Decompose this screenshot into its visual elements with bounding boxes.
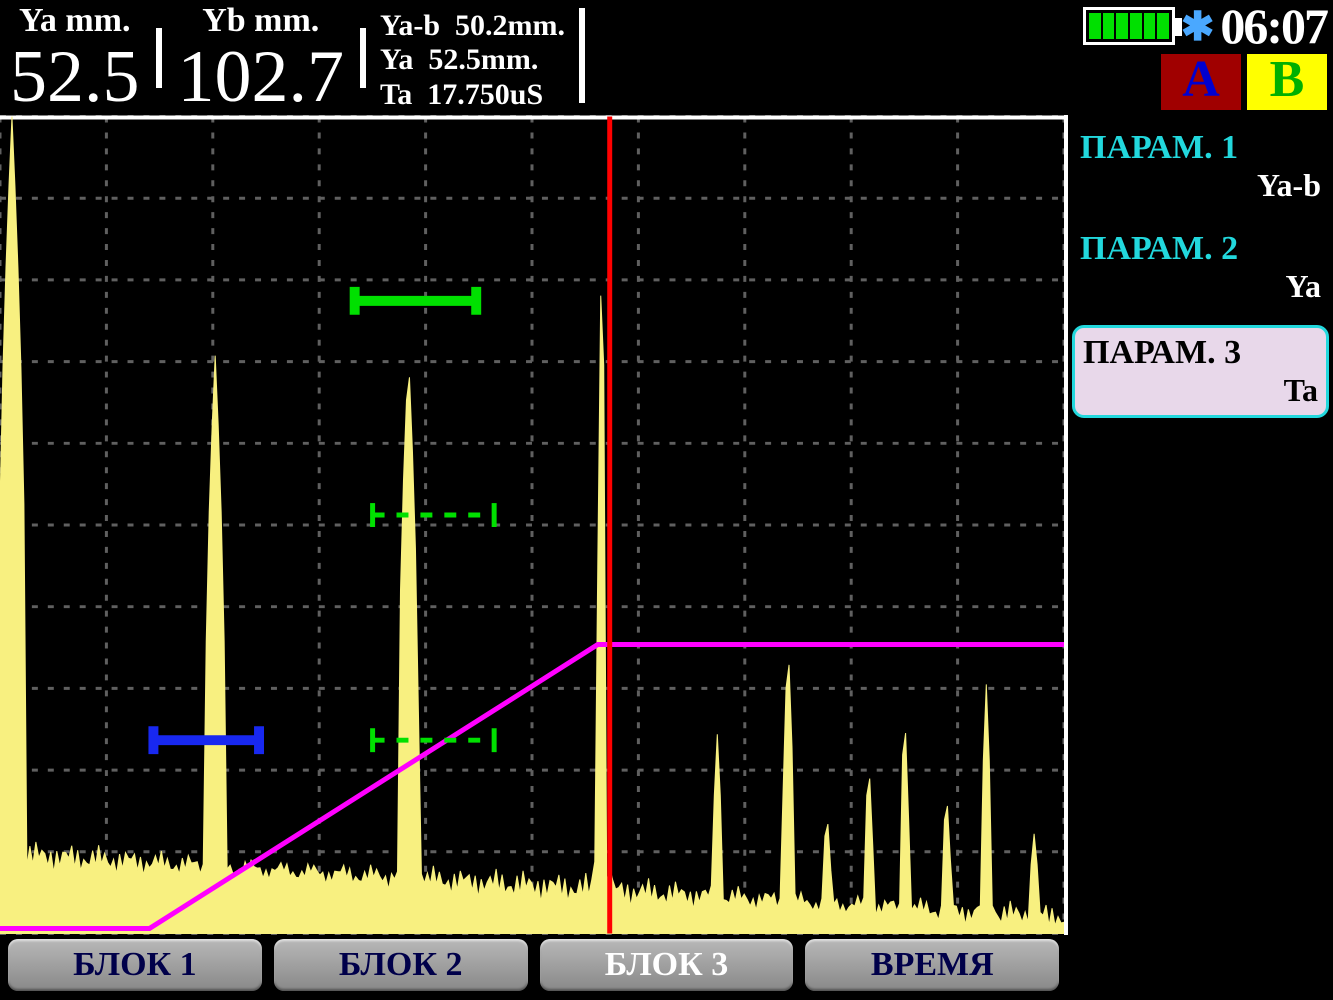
ascan-svg	[0, 115, 1064, 935]
param-title: ПАРАМ. 1	[1080, 129, 1321, 167]
header-divider	[156, 28, 162, 88]
info-row-2: Ya 52.5mm.	[380, 43, 565, 78]
header-info: Ya-b 50.2mm. Ya 52.5mm. Ta 17.750uS	[372, 0, 573, 115]
param-item-3[interactable]: ПАРАМ. 3Ta	[1072, 325, 1329, 418]
main: ПАРАМ. 1Ya-b ПАРАМ. 2Ya ПАРАМ. 3Ta	[0, 115, 1333, 935]
footer-spacer	[1071, 939, 1325, 991]
yb-value: 102.7	[178, 40, 345, 114]
info-row-1: Ya-b 50.2mm.	[380, 9, 565, 44]
battery-icon	[1083, 7, 1175, 45]
ya-readout: Ya mm. 52.5	[0, 0, 150, 115]
param-item-2[interactable]: ПАРАМ. 2Ya	[1072, 224, 1329, 311]
ascan-graph[interactable]	[0, 115, 1068, 935]
menu-button-4[interactable]: ВРЕМЯ	[805, 939, 1059, 991]
yb-label: Yb mm.	[202, 2, 319, 40]
header-right: ✱ 06:07 A B	[1077, 0, 1333, 115]
yb-readout: Yb mm. 102.7	[168, 0, 355, 115]
ya-label: Ya mm.	[19, 2, 130, 40]
gate-b-indicator: B	[1247, 54, 1327, 110]
param-item-1[interactable]: ПАРАМ. 1Ya-b	[1072, 123, 1329, 210]
header-divider-2	[360, 28, 366, 88]
header: Ya mm. 52.5 Yb mm. 102.7 Ya-b 50.2mm. Ya…	[0, 0, 1333, 115]
header-divider-3	[579, 8, 585, 103]
status-row: ✱ 06:07	[1083, 2, 1327, 50]
clock: 06:07	[1220, 0, 1327, 55]
param-title: ПАРАМ. 2	[1080, 230, 1321, 268]
gate-indicator-row: A B	[1161, 54, 1327, 110]
param-value: Ya-b	[1080, 167, 1321, 204]
gate-a-indicator: A	[1161, 54, 1241, 110]
ya-value: 52.5	[10, 40, 140, 114]
footer: БЛОК 1БЛОК 2БЛОК 3ВРЕМЯ	[0, 935, 1333, 995]
menu-button-2[interactable]: БЛОК 2	[274, 939, 528, 991]
bluetooth-icon: ✱	[1181, 3, 1215, 50]
param-title: ПАРАМ. 3	[1083, 334, 1318, 372]
param-value: Ya	[1080, 268, 1321, 305]
sidebar: ПАРАМ. 1Ya-b ПАРАМ. 2Ya ПАРАМ. 3Ta	[1068, 115, 1333, 935]
menu-button-3[interactable]: БЛОК 3	[540, 939, 794, 991]
info-row-3: Ta 17.750uS	[380, 78, 565, 113]
menu-button-1[interactable]: БЛОК 1	[8, 939, 262, 991]
param-value: Ta	[1083, 372, 1318, 409]
